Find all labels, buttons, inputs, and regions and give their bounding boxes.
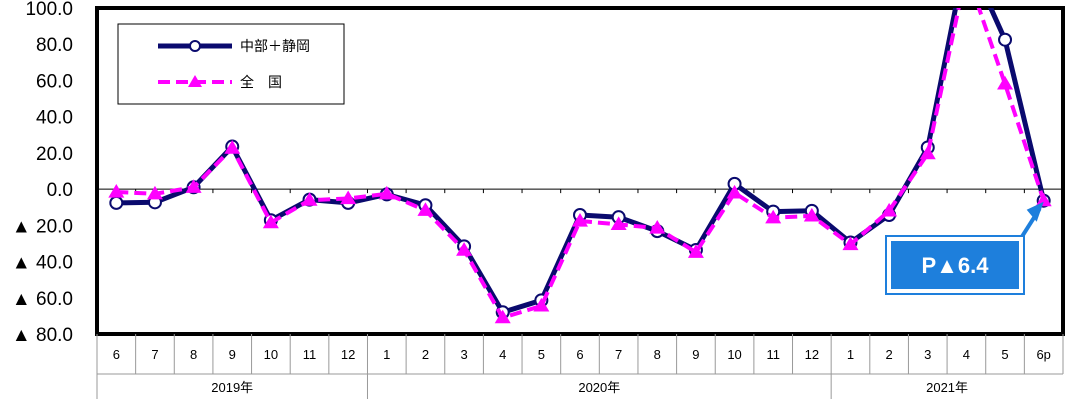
series-point — [109, 195, 124, 210]
series-point — [108, 184, 125, 198]
x-tick-label: 8 — [654, 347, 661, 362]
x-tick-label: 3 — [924, 347, 931, 362]
series-point — [572, 212, 588, 227]
series-point — [998, 32, 1013, 47]
series-point — [726, 184, 743, 199]
x-tick-label: 7 — [615, 347, 622, 362]
x-tick-label: 7 — [151, 347, 158, 362]
x-tick-label: 6 — [576, 347, 583, 362]
y-tick-label: 80.0 — [36, 35, 73, 56]
series-point — [649, 220, 666, 234]
series-point — [533, 297, 550, 312]
x-tick-label: 2 — [422, 347, 429, 362]
series-point — [997, 75, 1014, 90]
x-tick-label: 5 — [1001, 347, 1008, 362]
x-tick-label: 6p — [1036, 347, 1050, 362]
chart-axes — [95, 6, 1065, 399]
series-point — [456, 242, 473, 256]
chart-legend: 中部＋静岡全 国 — [117, 23, 345, 105]
y-tick-label: ▲ 60.0 — [12, 289, 73, 310]
series-point — [803, 207, 820, 222]
x-tick-label: 1 — [847, 347, 854, 362]
y-tick-label: 100.0 — [25, 0, 73, 20]
legend-label: 全 国 — [240, 74, 282, 91]
plot-frame — [95, 6, 1065, 336]
x-tick-label: 9 — [692, 347, 699, 362]
series-point — [1035, 192, 1052, 207]
series-point — [687, 244, 704, 258]
series-point — [262, 214, 279, 229]
series-point — [185, 179, 202, 193]
x-tick-label: 3 — [460, 347, 467, 362]
y-tick-label: 60.0 — [36, 71, 73, 92]
x-tick-label: 1 — [383, 347, 390, 362]
x-tick-label: 4 — [499, 347, 506, 362]
x-tick-label: 4 — [963, 347, 970, 362]
year-label: 2019年 — [211, 380, 253, 395]
y-tick-label: 40.0 — [36, 108, 73, 129]
x-tick-label: 11 — [766, 347, 780, 362]
x-tick-label: 5 — [538, 347, 545, 362]
x-tick-label: 12 — [341, 347, 355, 362]
annotation-callout: P▲6.4 — [885, 201, 1044, 295]
x-tick-label: 8 — [190, 347, 197, 362]
year-label: 2021年 — [926, 380, 968, 395]
legend-swatch-marker — [188, 75, 202, 87]
series-point — [842, 236, 859, 251]
y-tick-label: ▲ 40.0 — [12, 253, 73, 274]
x-tick-label: 9 — [229, 347, 236, 362]
series-point — [881, 202, 898, 217]
series-point — [919, 145, 936, 160]
legend-label: 中部＋静岡 — [240, 39, 310, 55]
series-point — [494, 309, 511, 324]
chart-grid — [96, 188, 1064, 194]
series-point — [224, 140, 241, 154]
series-point — [417, 202, 434, 216]
series-point — [378, 185, 395, 200]
series-point — [765, 209, 782, 224]
series-point — [340, 190, 357, 205]
legend-swatch-marker — [189, 40, 201, 52]
series-point — [301, 192, 318, 206]
series-point — [146, 185, 163, 200]
callout-label: P▲6.4 — [921, 253, 989, 278]
y-tick-label: ▲ 80.0 — [12, 325, 73, 346]
x-tick-label: 12 — [805, 347, 819, 362]
legend-box — [117, 23, 345, 105]
series-point — [610, 216, 627, 231]
x-tick-label: 6 — [113, 347, 120, 362]
callout-arrowhead — [1026, 201, 1044, 222]
callout-box — [891, 241, 1019, 289]
x-tick-label: 10 — [264, 347, 278, 362]
y-axis-tick-labels: 100.0 80.0 60.0 40.0 20.0 0.0 ▲ 20.0 ▲ 40.0 ▲ 60… — [12, 0, 73, 346]
series-layer — [108, 8, 1052, 324]
x-tick-label: 10 — [727, 347, 741, 362]
x-tick-label: 2 — [886, 347, 893, 362]
y-tick-label: 20.0 — [36, 144, 73, 165]
year-label: 2020年 — [578, 380, 620, 395]
x-tick-label: 11 — [303, 347, 317, 362]
y-tick-label: 0.0 — [47, 180, 73, 201]
y-tick-label: ▲ 20.0 — [12, 216, 73, 237]
series-clip-group — [108, 8, 1052, 324]
